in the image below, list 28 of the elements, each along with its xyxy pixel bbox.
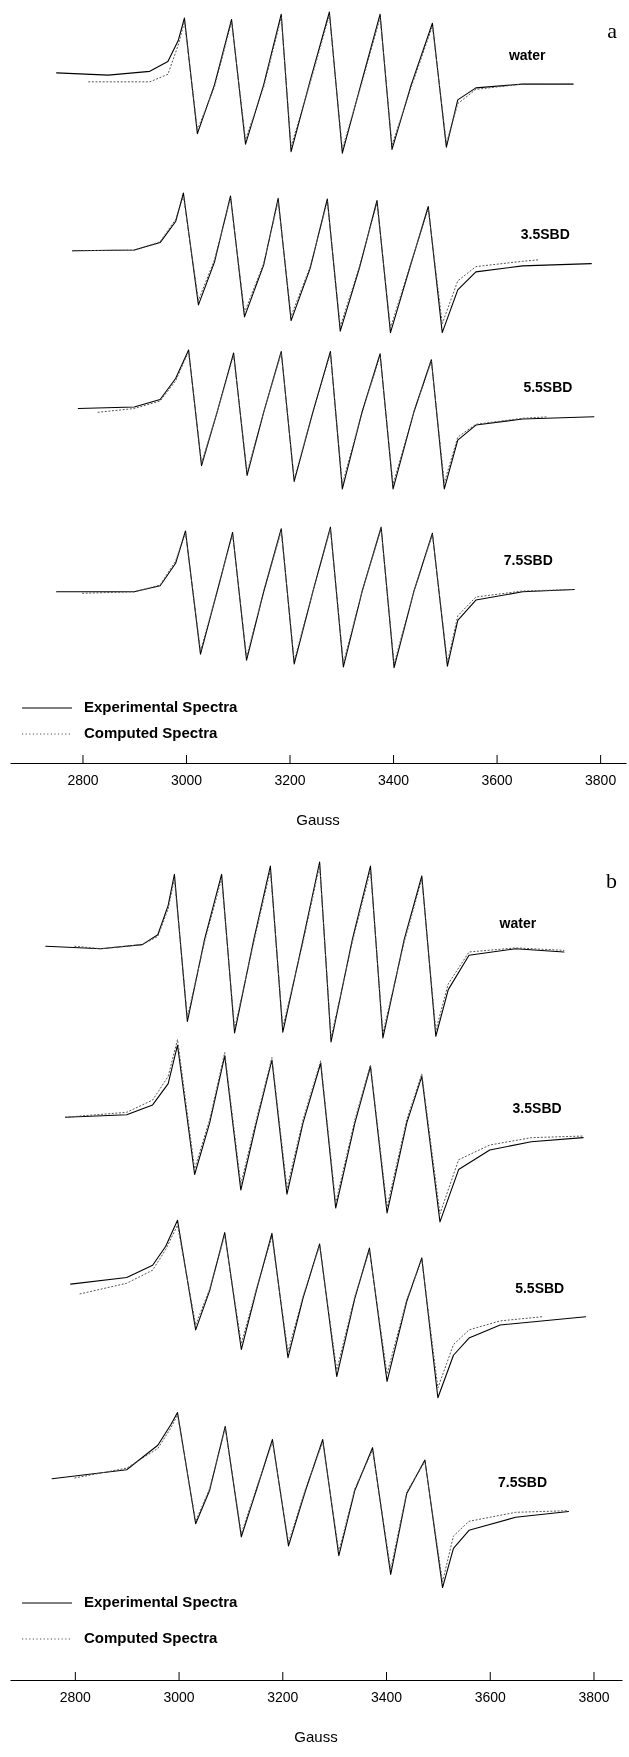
x-tick-label: 3200	[274, 771, 306, 788]
legend-label: Computed Spectra	[84, 723, 219, 741]
x-tick-label: 2800	[59, 1688, 92, 1705]
annotation: water	[498, 914, 537, 931]
chart-title: a	[607, 18, 618, 43]
x-tick-label: 3400	[377, 771, 410, 788]
annotation: 5.5SBD	[515, 1279, 565, 1296]
x-tick-label: 3600	[474, 1688, 507, 1705]
annotation: 3.5SBD	[520, 226, 570, 243]
legend-label: Experimental Spectra	[84, 697, 239, 715]
annotation: 7.5SBD	[498, 1474, 548, 1491]
x-tick-label: 3200	[267, 1688, 299, 1705]
legend-label: Experimental Spectra	[84, 1592, 239, 1610]
x-tick-label: 3600	[481, 771, 513, 788]
annotation: water	[507, 46, 547, 63]
x-tick-label: 3000	[170, 771, 203, 788]
chart-title: b	[606, 868, 617, 893]
annotation: 5.5SBD	[523, 379, 573, 396]
x-axis-title: Gauss	[294, 1728, 338, 1745]
x-tick-label: 3400	[370, 1688, 403, 1705]
x-tick-label: 3800	[585, 771, 617, 788]
x-tick-label: 3000	[163, 1688, 195, 1705]
x-tick-label: 2800	[67, 771, 99, 788]
x-axis-title: Gauss	[296, 811, 340, 828]
annotation: 7.5SBD	[503, 552, 553, 569]
x-tick-label: 3800	[578, 1688, 610, 1705]
legend-label: Computed Spectra	[84, 1628, 219, 1646]
annotation: 3.5SBD	[512, 1100, 562, 1117]
